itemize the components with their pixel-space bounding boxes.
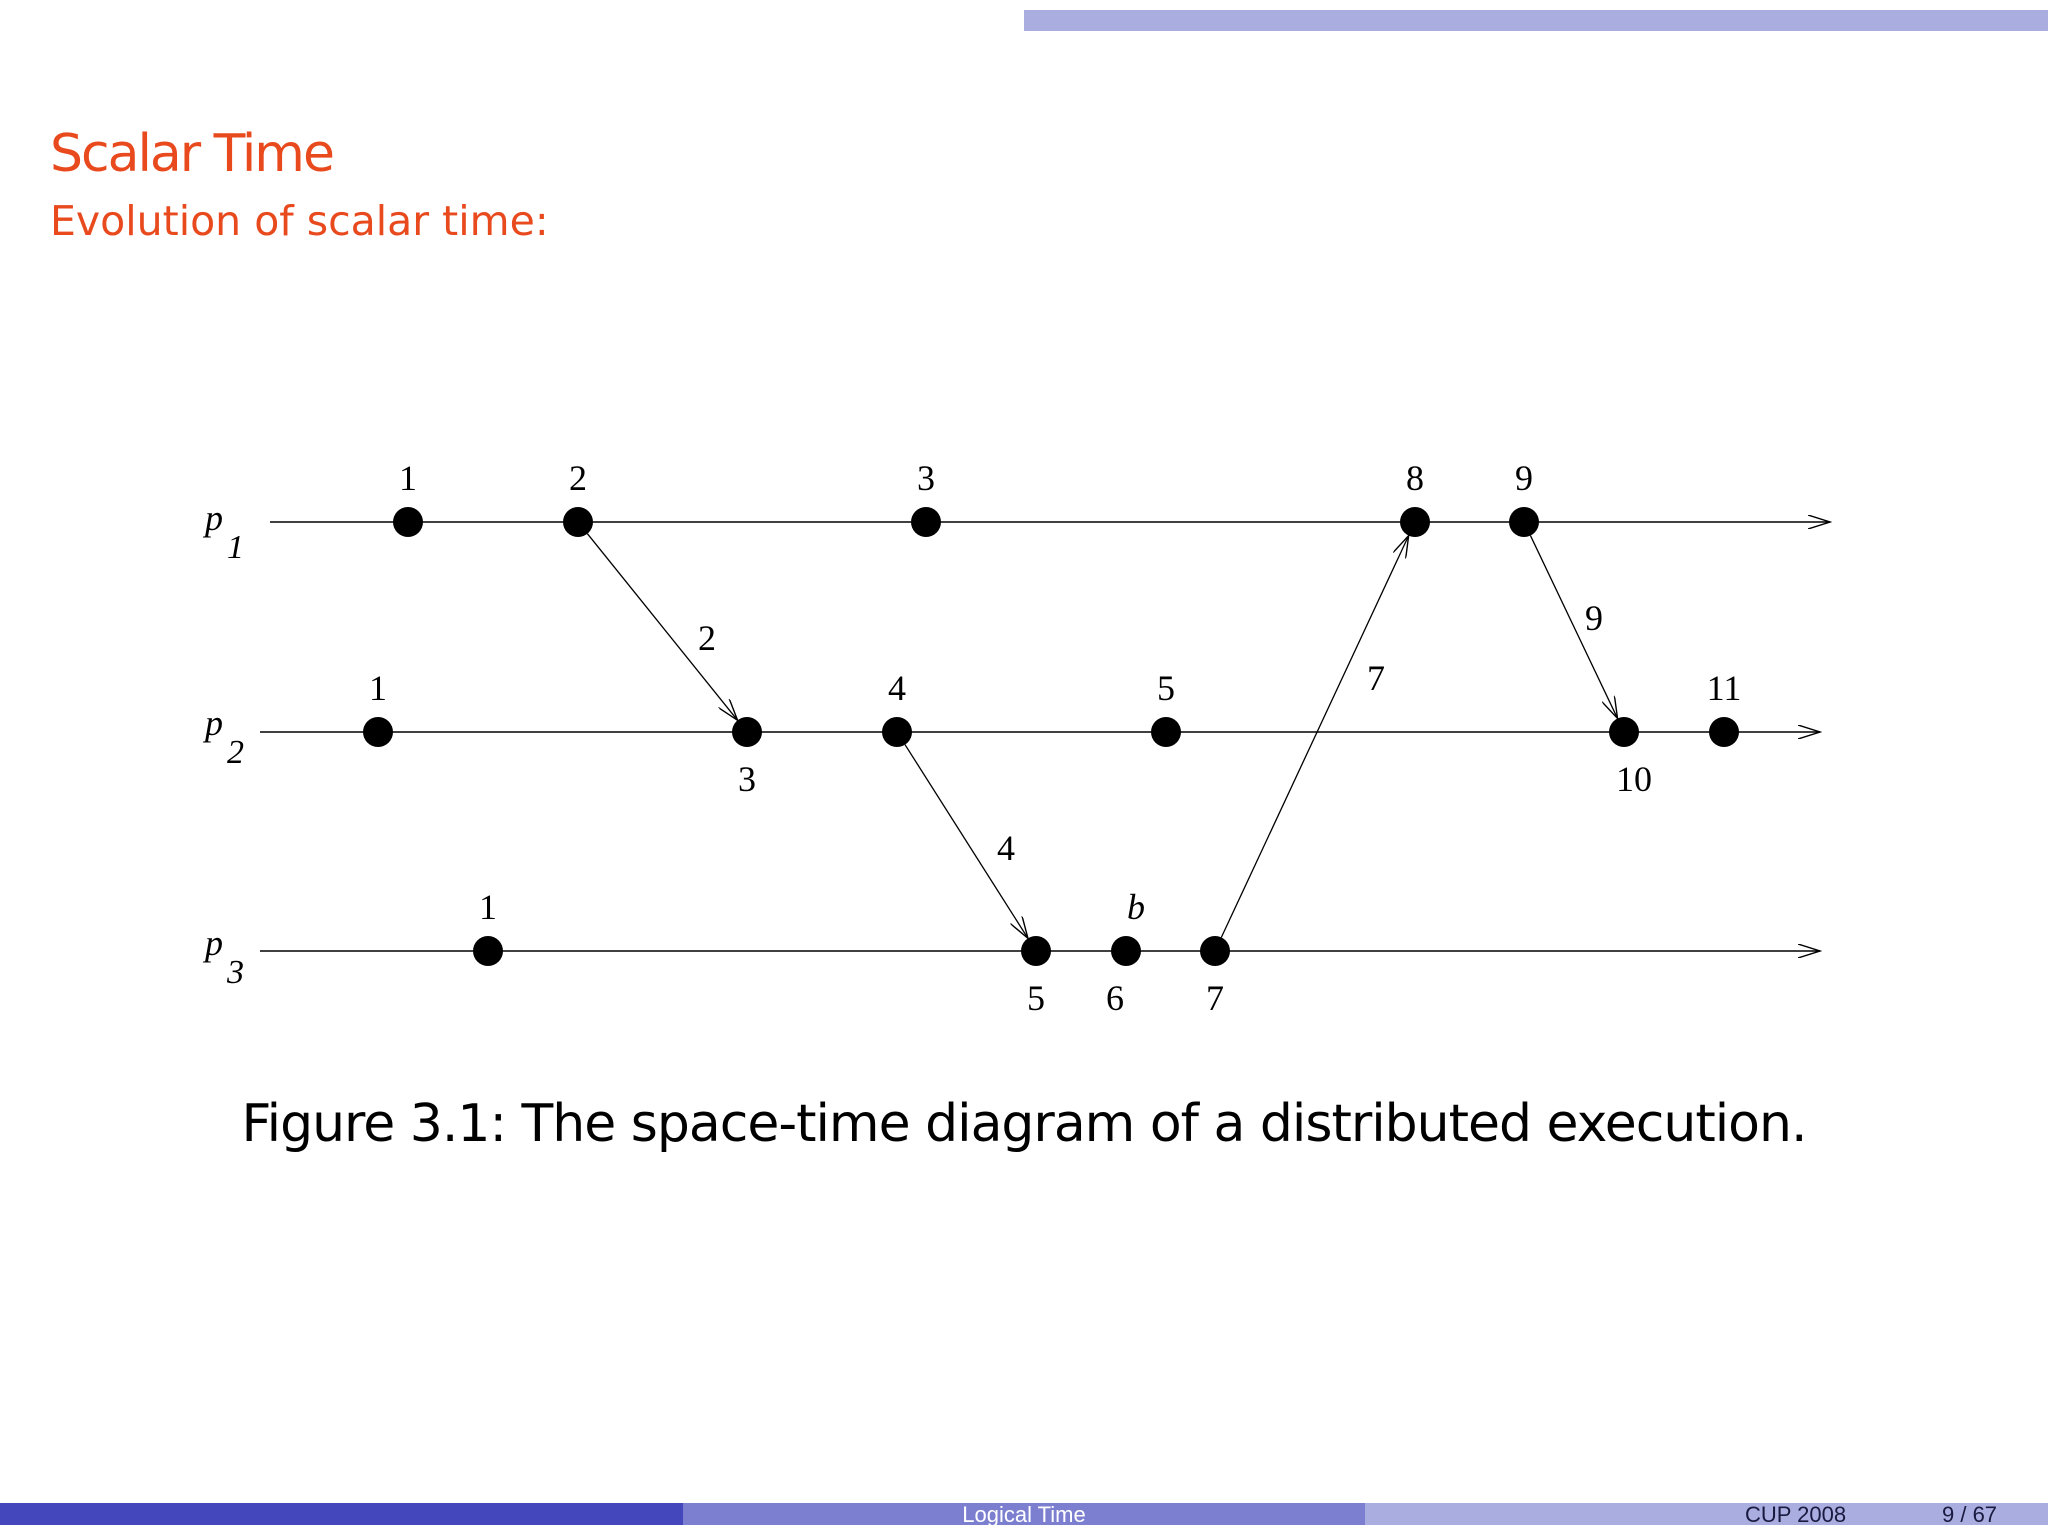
message-arrow-p3-e7-to-p1-e8: [1220, 536, 1408, 938]
event-dot-p2-e3: [732, 717, 762, 747]
event-clock-p2-e3: 3: [738, 759, 756, 799]
header-bar: [1024, 10, 2048, 31]
event-clock-p3-e7: 7: [1206, 978, 1224, 1018]
event-dot-p1-e3: [911, 507, 941, 537]
event-clock-p2-e10: 10: [1616, 759, 1652, 799]
event-dot-p3-e5: [1021, 936, 1051, 966]
event-clock-p2-e11: 11: [1707, 668, 1742, 708]
message-timestamp-9: 9: [1585, 598, 1603, 638]
footer-bar: Logical Time CUP 2008 9 / 67: [0, 1502, 2048, 1527]
message-timestamp-4: 4: [997, 828, 1015, 868]
message-arrow-p1-e9-to-p2-e10: [1529, 535, 1617, 719]
footer-venue: CUP 2008: [1745, 1502, 1847, 1527]
event-clock-p1-e3: 3: [917, 458, 935, 498]
message-timestamp-2: 2: [698, 618, 716, 658]
event-tag-p3-e6: b: [1127, 887, 1145, 927]
event-clock-p3-e6: 6: [1106, 978, 1124, 1018]
event-dot-p1-e2: [563, 507, 593, 537]
event-clock-p3-e5: 5: [1027, 978, 1045, 1018]
footer-title: Logical Time: [683, 1503, 1365, 1527]
footer-left-segment: [0, 1503, 683, 1525]
slide-title: Scalar Time: [50, 124, 335, 184]
event-dot-p3-e7: [1200, 936, 1230, 966]
process-label-p2: p2: [202, 703, 244, 771]
event-clock-p2-e1: 1: [369, 668, 387, 708]
event-clock-p1-e8: 8: [1406, 458, 1424, 498]
page-number: 9 / 67: [1942, 1502, 1998, 1527]
process-label-p3: p3: [202, 923, 244, 991]
event-dot-p2-e1: [363, 717, 393, 747]
message-arrow-p1-e2-to-p2-e3: [586, 533, 737, 721]
footer-right-segment: [1365, 1503, 2048, 1525]
event-dot-p2-e10: [1609, 717, 1639, 747]
event-clock-p3-e1: 1: [479, 887, 497, 927]
event-clock-p2-e5: 5: [1157, 668, 1175, 708]
event-dot-p1-e9: [1509, 507, 1539, 537]
event-dot-p2-e11: [1709, 717, 1739, 747]
event-dot-p1-e8: [1400, 507, 1430, 537]
event-clock-p2-e4: 4: [888, 668, 906, 708]
event-dot-p2-e4: [882, 717, 912, 747]
event-dot-p3-e6: [1111, 936, 1141, 966]
event-clock-p1-e1: 1: [399, 458, 417, 498]
event-clock-p1-e2: 2: [569, 458, 587, 498]
slide-subtitle: Evolution of scalar time:: [50, 197, 549, 245]
message-timestamp-7: 7: [1367, 658, 1385, 698]
event-dot-p2-e5: [1151, 717, 1181, 747]
event-dot-p1-e1: [393, 507, 423, 537]
event-dot-p3-e1: [473, 936, 503, 966]
process-label-p1: p1: [202, 498, 244, 566]
message-arrow-p2-e4-to-p3-e5: [904, 744, 1028, 939]
figure-caption: Figure 3.1: The space-time diagram of a …: [241, 1094, 1808, 1154]
event-clock-p1-e9: 9: [1515, 458, 1533, 498]
